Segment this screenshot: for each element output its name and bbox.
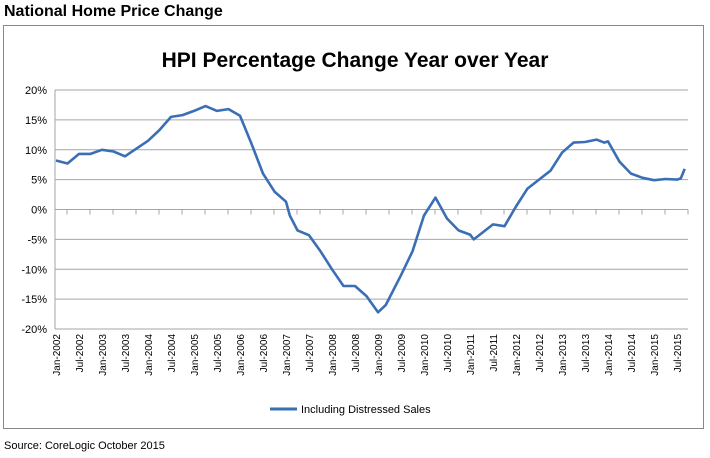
x-tick-label: Jul-2008 — [351, 334, 362, 373]
x-tick-label: Jul-2012 — [535, 334, 546, 373]
x-tick-label: Jan-2008 — [328, 334, 339, 376]
legend-label: Including Distressed Sales — [301, 404, 431, 416]
x-tick-label: Jul-2010 — [443, 334, 454, 373]
x-tick-label: Jan-2009 — [374, 334, 385, 376]
x-tick-label: Jan-2005 — [190, 334, 201, 376]
x-tick-label: Jul-2003 — [121, 334, 132, 373]
y-tick-label: -10% — [21, 264, 47, 276]
y-tick-label: 20% — [25, 85, 47, 97]
chart-frame — [3, 25, 704, 429]
x-tick-label: Jan-2013 — [558, 334, 569, 376]
x-tick-label: Jan-2011 — [466, 334, 477, 375]
x-tick-label: Jul-2015 — [673, 334, 684, 373]
x-tick-label: Jan-2003 — [98, 334, 109, 376]
x-tick-label: Jul-2014 — [627, 334, 638, 373]
x-tick-label: Jul-2005 — [213, 334, 224, 373]
y-tick-label: -15% — [21, 294, 47, 306]
x-tick-label: Jul-2002 — [75, 334, 86, 373]
y-tick-label: -20% — [21, 324, 47, 336]
x-tick-label: Jul-2007 — [305, 334, 316, 373]
x-tick-label: Jan-2012 — [512, 334, 523, 376]
x-tick-label: Jul-2009 — [397, 334, 408, 373]
x-tick-label: Jan-2014 — [604, 334, 615, 376]
y-tick-label: -5% — [27, 234, 47, 246]
x-tick-label: Jul-2006 — [259, 334, 270, 373]
x-tick-label: Jul-2004 — [167, 334, 178, 373]
x-tick-label: Jan-2006 — [236, 334, 247, 376]
y-tick-label: 10% — [25, 145, 47, 157]
x-tick-label: Jan-2007 — [282, 334, 293, 376]
legend: Including Distressed Sales — [270, 404, 431, 416]
y-tick-label: 5% — [31, 175, 47, 187]
y-tick-label: 15% — [25, 115, 47, 127]
x-tick-label: Jan-2015 — [650, 334, 661, 376]
source-note: Source: CoreLogic October 2015 — [4, 440, 165, 452]
x-tick-label: Jan-2002 — [52, 334, 63, 376]
page-header: National Home Price Change — [4, 3, 223, 20]
x-tick-label: Jan-2004 — [144, 334, 155, 376]
y-tick-label: 0% — [31, 205, 47, 217]
chart-title: HPI Percentage Change Year over Year — [162, 49, 549, 72]
x-tick-label: Jul-2011 — [489, 334, 500, 372]
x-tick-label: Jul-2013 — [581, 334, 592, 373]
x-tick-label: Jan-2010 — [420, 334, 431, 376]
